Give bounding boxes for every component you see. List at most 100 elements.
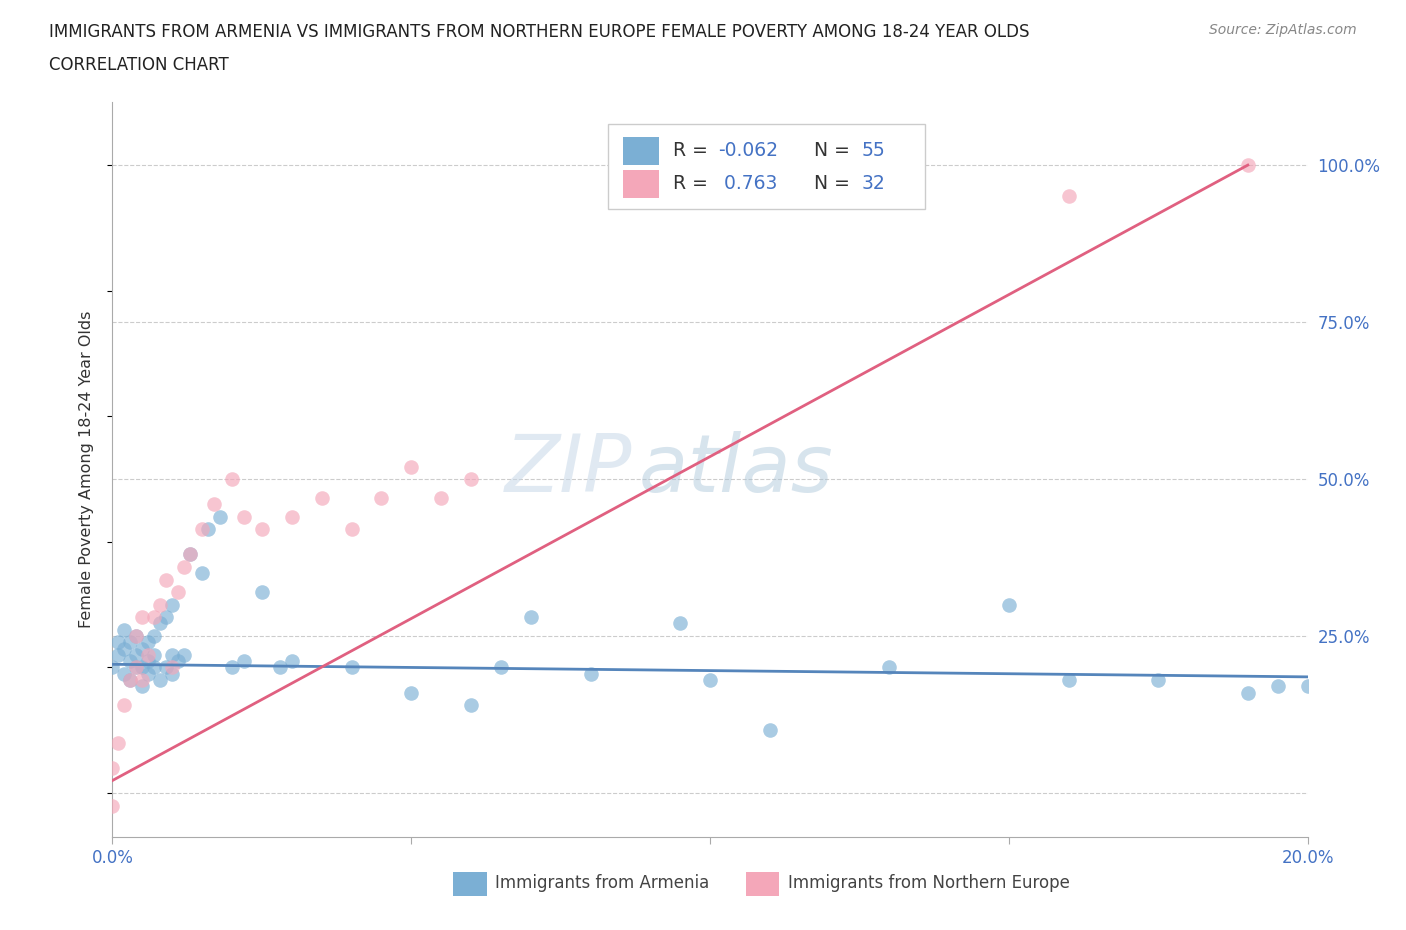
FancyBboxPatch shape — [453, 871, 486, 896]
Point — [250, 585, 273, 600]
Point — [155, 572, 177, 587]
Point — [579, 666, 602, 681]
Point — [155, 660, 177, 675]
Point — [143, 610, 166, 625]
Point — [143, 629, 166, 644]
Point — [191, 522, 214, 537]
Text: N =: N = — [814, 174, 856, 193]
Point — [1147, 672, 1170, 687]
Point — [125, 660, 148, 675]
Point — [131, 641, 153, 656]
Point — [1237, 158, 1260, 173]
Point — [167, 585, 190, 600]
Point — [143, 660, 166, 675]
Text: N =: N = — [814, 141, 856, 160]
Point — [233, 654, 256, 669]
Text: R =: R = — [673, 141, 714, 160]
Point — [197, 522, 219, 537]
Point — [162, 647, 183, 662]
Text: Immigrants from Northern Europe: Immigrants from Northern Europe — [787, 874, 1070, 892]
Text: ZIP: ZIP — [505, 431, 633, 509]
Point — [669, 616, 692, 631]
Point — [114, 666, 135, 681]
Point — [131, 672, 153, 687]
Point — [149, 597, 172, 612]
Point — [998, 597, 1021, 612]
FancyBboxPatch shape — [623, 170, 658, 198]
Text: 32: 32 — [862, 174, 886, 193]
Point — [281, 510, 304, 525]
Point — [162, 666, 183, 681]
Point — [107, 647, 129, 662]
Point — [131, 679, 153, 694]
Point — [1267, 679, 1289, 694]
FancyBboxPatch shape — [609, 125, 925, 209]
Point — [131, 660, 153, 675]
Text: 55: 55 — [862, 141, 886, 160]
Point — [107, 736, 129, 751]
Point — [460, 472, 482, 486]
Point — [269, 660, 291, 675]
Point — [125, 629, 148, 644]
Point — [120, 672, 142, 687]
Text: 0.763: 0.763 — [718, 174, 778, 193]
Point — [120, 654, 142, 669]
Text: R =: R = — [673, 174, 714, 193]
Text: atlas: atlas — [638, 431, 834, 509]
Point — [1237, 685, 1260, 700]
Point — [221, 660, 243, 675]
Point — [233, 510, 256, 525]
Point — [191, 565, 214, 580]
Point — [120, 635, 142, 650]
Point — [101, 660, 124, 675]
Point — [162, 597, 183, 612]
FancyBboxPatch shape — [747, 871, 779, 896]
Point — [125, 629, 148, 644]
Point — [281, 654, 304, 669]
Point — [430, 490, 453, 505]
Point — [179, 547, 201, 562]
Point — [114, 622, 135, 637]
Point — [101, 761, 124, 776]
Point — [125, 660, 148, 675]
Point — [520, 610, 543, 625]
Point — [107, 635, 129, 650]
Point — [138, 635, 160, 650]
Point — [114, 698, 135, 712]
Point — [149, 616, 172, 631]
Point — [221, 472, 243, 486]
Point — [340, 522, 363, 537]
Point — [155, 610, 177, 625]
Text: -0.062: -0.062 — [718, 141, 779, 160]
Text: Source: ZipAtlas.com: Source: ZipAtlas.com — [1209, 23, 1357, 37]
Point — [401, 459, 423, 474]
Point — [250, 522, 273, 537]
Point — [149, 672, 172, 687]
Text: Immigrants from Armenia: Immigrants from Armenia — [495, 874, 709, 892]
Point — [138, 647, 160, 662]
Point — [143, 647, 166, 662]
Point — [101, 798, 124, 813]
Point — [173, 647, 195, 662]
Point — [1057, 672, 1080, 687]
Point — [340, 660, 363, 675]
Point — [138, 654, 160, 669]
Point — [489, 660, 512, 675]
Point — [311, 490, 333, 505]
Point — [460, 698, 482, 712]
Point — [699, 672, 721, 687]
Point — [759, 723, 782, 737]
Point — [1296, 679, 1319, 694]
Point — [125, 647, 148, 662]
Point — [1057, 189, 1080, 204]
Point — [114, 641, 135, 656]
Text: IMMIGRANTS FROM ARMENIA VS IMMIGRANTS FROM NORTHERN EUROPE FEMALE POVERTY AMONG : IMMIGRANTS FROM ARMENIA VS IMMIGRANTS FR… — [49, 23, 1029, 41]
Text: CORRELATION CHART: CORRELATION CHART — [49, 56, 229, 73]
Point — [131, 610, 153, 625]
Point — [818, 189, 841, 204]
FancyBboxPatch shape — [623, 137, 658, 165]
Point — [173, 560, 195, 575]
Point — [209, 510, 232, 525]
Point — [879, 660, 901, 675]
Point — [370, 490, 392, 505]
